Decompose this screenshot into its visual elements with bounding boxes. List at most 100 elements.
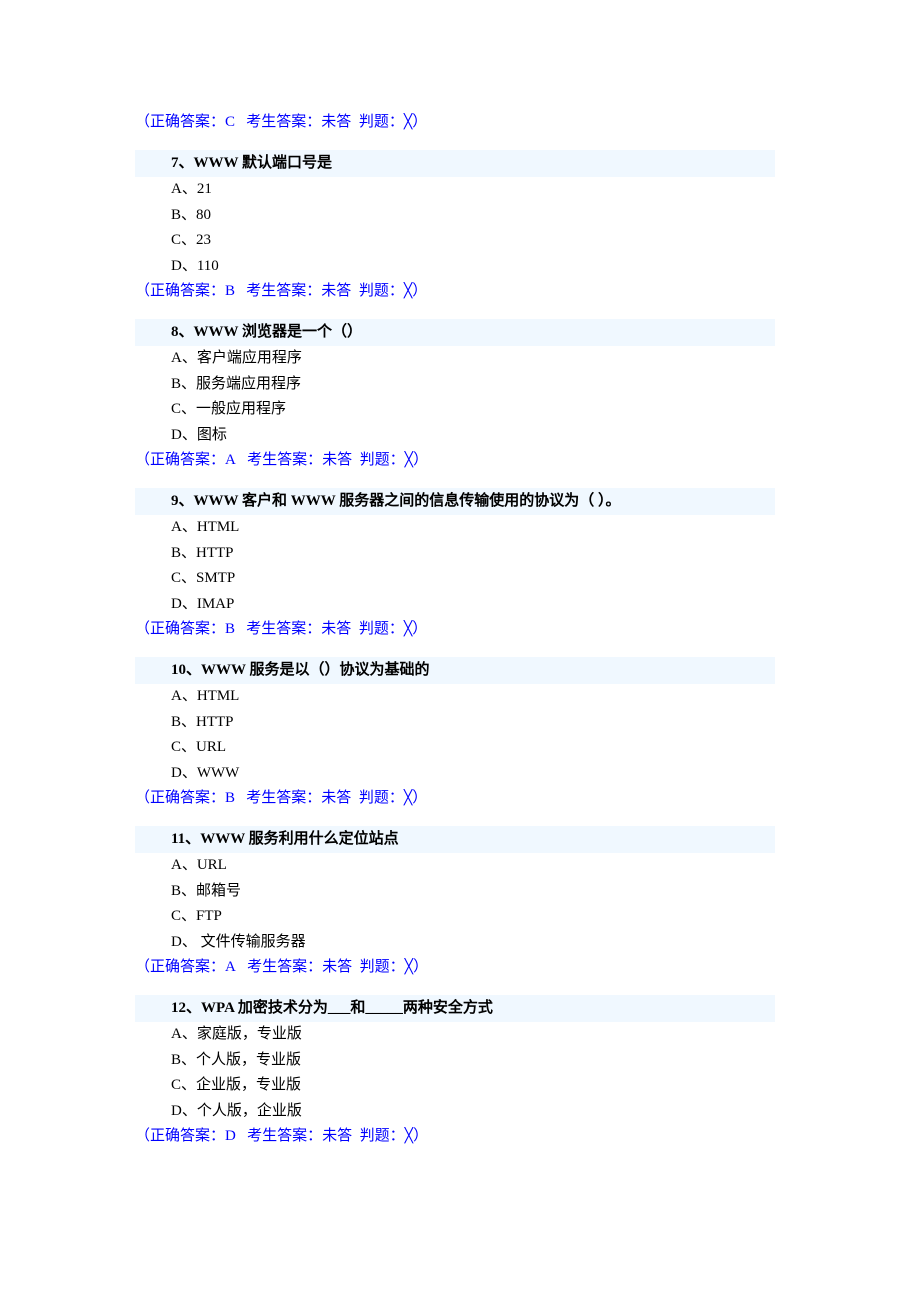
answer-option: D、110 — [135, 254, 775, 280]
candidate-prefix: 考生答案： — [246, 790, 321, 806]
judge-icon: ╳ — [404, 617, 412, 641]
answer-line: （正确答案：B 考生答案：未答 判题：╳） — [135, 786, 785, 812]
correct-prefix: （正确答案： — [135, 790, 225, 806]
correct-prefix: （正确答案： — [135, 452, 225, 468]
correct-prefix: （正确答案： — [135, 283, 225, 299]
judge-prefix: 判题： — [360, 959, 405, 975]
question-title: 7、WWW 默认端口号是 — [135, 150, 775, 178]
close-paren: ） — [412, 621, 427, 637]
answer-line: （正确答案：C 考生答案：未答 判题：╳） — [135, 110, 785, 136]
answer-option: D、WWW — [135, 761, 775, 787]
question-text: WWW 默认端口号是 — [194, 155, 332, 171]
correct-answer: B — [225, 790, 235, 806]
answer-option: C、SMTP — [135, 566, 775, 592]
judge-icon: ╳ — [404, 279, 412, 303]
answer-option: A、21 — [135, 177, 775, 203]
answer-option: B、HTTP — [135, 710, 775, 736]
candidate-prefix: 考生答案： — [247, 959, 322, 975]
candidate-prefix: 考生答案： — [247, 452, 322, 468]
candidate-prefix: 考生答案： — [246, 621, 321, 637]
judge-icon: ╳ — [404, 110, 412, 134]
close-paren: ） — [412, 114, 427, 130]
close-paren: ） — [413, 1128, 428, 1144]
candidate-answer: 未答 — [321, 114, 351, 130]
answer-option: A、URL — [135, 853, 775, 879]
question-title: 8、WWW 浏览器是一个（） — [135, 319, 775, 347]
correct-prefix: （正确答案： — [135, 621, 225, 637]
candidate-answer: 未答 — [321, 283, 351, 299]
question-block: 7、WWW 默认端口号是A、21B、80C、23D、110 — [135, 150, 775, 280]
candidate-prefix: 考生答案： — [246, 114, 321, 130]
question-block: 8、WWW 浏览器是一个（）A、客户端应用程序B、服务端应用程序C、一般应用程序… — [135, 319, 775, 449]
answer-option: B、HTTP — [135, 541, 775, 567]
answer-line: （正确答案：A 考生答案：未答 判题：╳） — [135, 448, 785, 474]
answer-line: （正确答案：D 考生答案：未答 判题：╳） — [135, 1124, 785, 1150]
judge-icon: ╳ — [405, 955, 413, 979]
question-text: WWW 服务利用什么定位站点 — [200, 831, 398, 847]
answer-option: C、一般应用程序 — [135, 397, 775, 423]
answer-option: C、FTP — [135, 904, 775, 930]
judge-prefix: 判题： — [359, 283, 404, 299]
candidate-answer: 未答 — [322, 452, 352, 468]
judge-icon: ╳ — [404, 786, 412, 810]
answer-option: B、个人版，专业版 — [135, 1048, 775, 1074]
answer-option: B、80 — [135, 203, 775, 229]
answer-option: A、HTML — [135, 684, 775, 710]
judge-prefix: 判题： — [359, 621, 404, 637]
question-number: 9、 — [171, 493, 194, 509]
judge-icon: ╳ — [405, 1124, 413, 1148]
answer-option: A、客户端应用程序 — [135, 346, 775, 372]
correct-answer: A — [225, 452, 236, 468]
answer-option: A、HTML — [135, 515, 775, 541]
answer-option: D、IMAP — [135, 592, 775, 618]
candidate-prefix: 考生答案： — [247, 1128, 322, 1144]
candidate-answer: 未答 — [322, 1128, 352, 1144]
question-block: 10、WWW 服务是以（）协议为基础的A、HTMLB、HTTPC、URLD、WW… — [135, 657, 775, 787]
close-paren: ） — [412, 283, 427, 299]
question-title: 11、WWW 服务利用什么定位站点 — [135, 826, 775, 854]
question-number: 7、 — [171, 155, 194, 171]
question-number: 8、 — [171, 324, 194, 340]
question-title: 12、WPA 加密技术分为___和_____两种安全方式 — [135, 995, 775, 1023]
close-paren: ） — [413, 452, 428, 468]
judge-prefix: 判题： — [360, 452, 405, 468]
candidate-prefix: 考生答案： — [246, 283, 321, 299]
answer-option: C、企业版，专业版 — [135, 1073, 775, 1099]
correct-answer: A — [225, 959, 236, 975]
question-block: 9、WWW 客户和 WWW 服务器之间的信息传输使用的协议为（ ）。A、HTML… — [135, 488, 775, 618]
correct-prefix: （正确答案： — [135, 959, 225, 975]
correct-prefix: （正确答案： — [135, 114, 225, 130]
answer-option: D、 文件传输服务器 — [135, 930, 775, 956]
answer-line: （正确答案：B 考生答案：未答 判题：╳） — [135, 279, 785, 305]
question-block: 11、WWW 服务利用什么定位站点A、URLB、邮箱号C、FTPD、 文件传输服… — [135, 826, 775, 956]
question-block: 12、WPA 加密技术分为___和_____两种安全方式A、家庭版，专业版B、个… — [135, 995, 775, 1125]
answer-option: C、23 — [135, 228, 775, 254]
answer-option: B、服务端应用程序 — [135, 372, 775, 398]
question-number: 10、 — [171, 662, 201, 678]
correct-answer: B — [225, 621, 235, 637]
answer-option: C、URL — [135, 735, 775, 761]
answer-line: （正确答案：A 考生答案：未答 判题：╳） — [135, 955, 785, 981]
answer-option: D、图标 — [135, 423, 775, 449]
answer-option: A、家庭版，专业版 — [135, 1022, 775, 1048]
correct-answer: B — [225, 283, 235, 299]
judge-icon: ╳ — [405, 448, 413, 472]
judge-prefix: 判题： — [360, 1128, 405, 1144]
question-text: WPA 加密技术分为___和_____两种安全方式 — [201, 1000, 493, 1016]
correct-prefix: （正确答案： — [135, 1128, 225, 1144]
question-text: WWW 客户和 WWW 服务器之间的信息传输使用的协议为（ ）。 — [194, 493, 621, 509]
correct-answer: C — [225, 114, 235, 130]
question-title: 10、WWW 服务是以（）协议为基础的 — [135, 657, 775, 685]
close-paren: ） — [412, 790, 427, 806]
judge-prefix: 判题： — [359, 114, 404, 130]
close-paren: ） — [413, 959, 428, 975]
answer-option: D、个人版，企业版 — [135, 1099, 775, 1125]
question-title: 9、WWW 客户和 WWW 服务器之间的信息传输使用的协议为（ ）。 — [135, 488, 775, 516]
answer-option: B、邮箱号 — [135, 879, 775, 905]
question-number: 12、 — [171, 1000, 201, 1016]
question-number: 11、 — [171, 831, 200, 847]
candidate-answer: 未答 — [321, 790, 351, 806]
answer-line: （正确答案：B 考生答案：未答 判题：╳） — [135, 617, 785, 643]
question-text: WWW 服务是以（）协议为基础的 — [201, 662, 429, 678]
judge-prefix: 判题： — [359, 790, 404, 806]
